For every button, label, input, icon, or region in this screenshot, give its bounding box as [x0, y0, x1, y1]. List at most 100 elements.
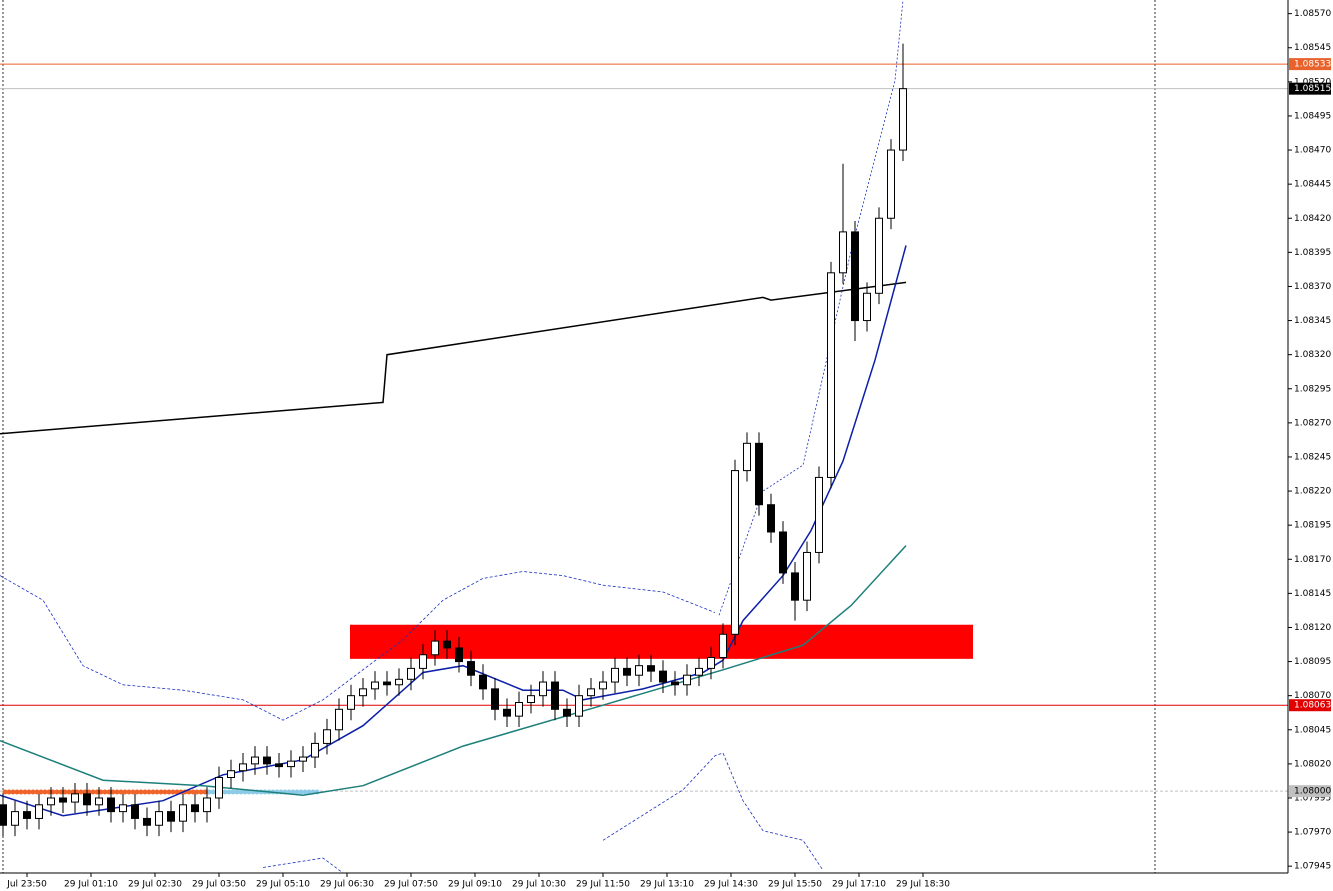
signal-dot	[34, 789, 40, 795]
indicator-line	[262, 752, 824, 874]
x-tick-label: 29 Jul 05:10	[256, 880, 310, 890]
signal-dot	[22, 789, 28, 795]
candle-body	[419, 654, 427, 669]
x-tick-label: 29 Jul 01:10	[64, 880, 118, 890]
y-tick-label: 1.08445	[1294, 180, 1331, 190]
x-tick-label: 29 Jul 02:30	[128, 880, 182, 890]
candle-body	[575, 695, 583, 717]
signal-dot	[306, 789, 312, 795]
candle-body	[59, 797, 67, 803]
signal-dot	[202, 789, 208, 795]
candle-body	[839, 231, 847, 274]
signal-dot	[58, 789, 64, 795]
x-tick-label: 29 Jul 15:50	[768, 880, 822, 890]
candle-body	[107, 797, 115, 813]
x-tick-label: Jul 23:50	[6, 880, 47, 890]
candle-body	[275, 763, 283, 768]
candle-body	[863, 292, 871, 322]
signal-dot	[82, 789, 88, 795]
signal-dot	[90, 789, 96, 795]
signal-dot	[190, 789, 196, 795]
candle-body	[371, 681, 379, 690]
candle-body	[515, 701, 523, 717]
price-tag-label: 1.08533	[1294, 60, 1331, 70]
candle-body	[11, 811, 19, 826]
y-tick-label: 1.08220	[1294, 487, 1331, 497]
signal-dot	[198, 789, 204, 795]
signal-dot	[130, 789, 136, 795]
price-tag	[1289, 82, 1331, 95]
indicator-line	[0, 571, 716, 721]
candle-body	[755, 442, 763, 506]
candle-body	[0, 804, 7, 826]
candle-body	[623, 667, 631, 676]
y-tick-label: 1.08295	[1294, 384, 1331, 394]
signal-dot	[302, 789, 308, 795]
candle-body	[359, 688, 367, 697]
candle-body	[527, 695, 535, 703]
signal-dot	[78, 789, 84, 795]
candle-body	[767, 504, 775, 533]
candle-body	[95, 797, 103, 806]
candle-body	[479, 674, 487, 690]
candle-body	[347, 695, 355, 710]
signal-dot	[62, 789, 68, 795]
signal-dot	[66, 789, 72, 795]
candle-body	[239, 763, 247, 772]
candle-body	[659, 670, 667, 683]
signal-dot	[18, 789, 24, 795]
y-tick-label: 1.07995	[1294, 793, 1331, 803]
y-tick-label: 1.08070	[1294, 691, 1331, 701]
signal-dot	[70, 789, 76, 795]
signal-dot	[126, 789, 132, 795]
candle-body	[731, 470, 739, 635]
x-tick-label: 29 Jul 11:50	[576, 880, 630, 890]
signal-dot	[94, 789, 100, 795]
y-tick-label: 1.08470	[1294, 146, 1331, 156]
candle-body	[443, 640, 451, 649]
y-tick-label: 1.08170	[1294, 555, 1331, 565]
candle-body	[191, 804, 199, 813]
indicator-line	[0, 545, 907, 796]
x-tick-label: 29 Jul 06:30	[320, 880, 374, 890]
candle-body	[455, 647, 463, 663]
signal-dot	[134, 789, 140, 795]
signal-dot	[14, 789, 20, 795]
x-tick-label: 29 Jul 14:30	[704, 880, 758, 890]
x-tick-label: 29 Jul 03:50	[192, 880, 246, 890]
candle-body	[23, 811, 31, 819]
signal-dot	[234, 789, 240, 795]
y-tick-label: 1.08095	[1294, 657, 1331, 667]
candle-body	[203, 797, 211, 813]
candle-body	[815, 476, 823, 553]
x-tick-label: 29 Jul 18:30	[896, 880, 950, 890]
price-tag-label: 1.08515	[1294, 84, 1331, 94]
candle-body	[383, 681, 391, 686]
signal-dot	[170, 789, 176, 795]
y-tick-label: 1.08120	[1294, 623, 1331, 633]
y-tick-label: 1.08520	[1294, 77, 1331, 87]
signal-dot	[6, 789, 12, 795]
signal-dot	[2, 789, 8, 795]
signal-dot	[106, 789, 112, 795]
candle-body	[587, 688, 595, 697]
signal-dot	[74, 789, 80, 795]
x-tick-label: 29 Jul 10:30	[512, 880, 566, 890]
candle-body	[131, 804, 139, 819]
candle-body	[719, 633, 727, 658]
candle-body	[287, 760, 295, 768]
signal-dot	[46, 789, 52, 795]
candle-body	[251, 756, 259, 765]
candle-body	[35, 804, 43, 819]
price-tag-label: 1.08000	[1294, 787, 1331, 797]
signal-dot	[222, 789, 228, 795]
signal-dot	[114, 789, 120, 795]
candle-body	[791, 572, 799, 601]
candle-body	[119, 804, 127, 813]
candle-body	[635, 665, 643, 676]
y-tick-label: 1.08395	[1294, 248, 1331, 258]
signal-dot	[210, 789, 216, 795]
candle-body	[887, 149, 895, 219]
